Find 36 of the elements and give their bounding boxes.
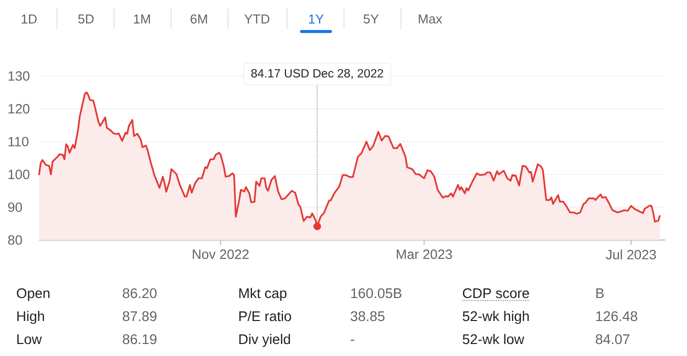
text: 1M [134,14,150,24]
text: 5Y [364,14,379,24]
text: 126.48 [596,311,638,322]
y-tick-label: 80 [8,235,22,245]
x-tick-label: Mar 2023 [396,250,452,260]
text: Max [418,14,442,24]
text: 38.85 [350,311,385,322]
text: CDP score [462,288,529,298]
text: 1Y [309,14,324,24]
text: Low [17,334,42,344]
text: 160.05B [351,288,402,298]
y-tick-label: 120 [8,104,30,114]
text: High [17,310,44,324]
y-tick-label: 110 [8,136,28,146]
x-tick-label: Jul 2023 [606,250,656,260]
text: 86.20 [122,288,157,298]
text: 84.07 [596,334,630,344]
text: Div yield [239,334,290,347]
text: 87.89 [122,311,156,322]
text: Mkt cap [239,288,286,301]
y-tick-label: 100 [8,170,30,180]
text: 6M [190,14,207,24]
text: YTD [244,14,270,24]
y-tick-label: 90 [8,202,22,212]
text: 52-wk low [462,334,524,344]
text: 52-wk high [462,310,529,324]
text: 5D [78,14,94,24]
text: 86.19 [122,334,156,344]
text: B [596,288,604,298]
text: Open [16,288,50,301]
x-tick-label: Nov 2022 [192,250,249,260]
y-tick-label: 130 [8,71,30,81]
text: - [350,340,354,341]
text: P/E ratio [239,310,292,322]
annotation: 84.17 USD Dec 28, 2022 [251,69,384,79]
text: 1D [22,14,37,24]
